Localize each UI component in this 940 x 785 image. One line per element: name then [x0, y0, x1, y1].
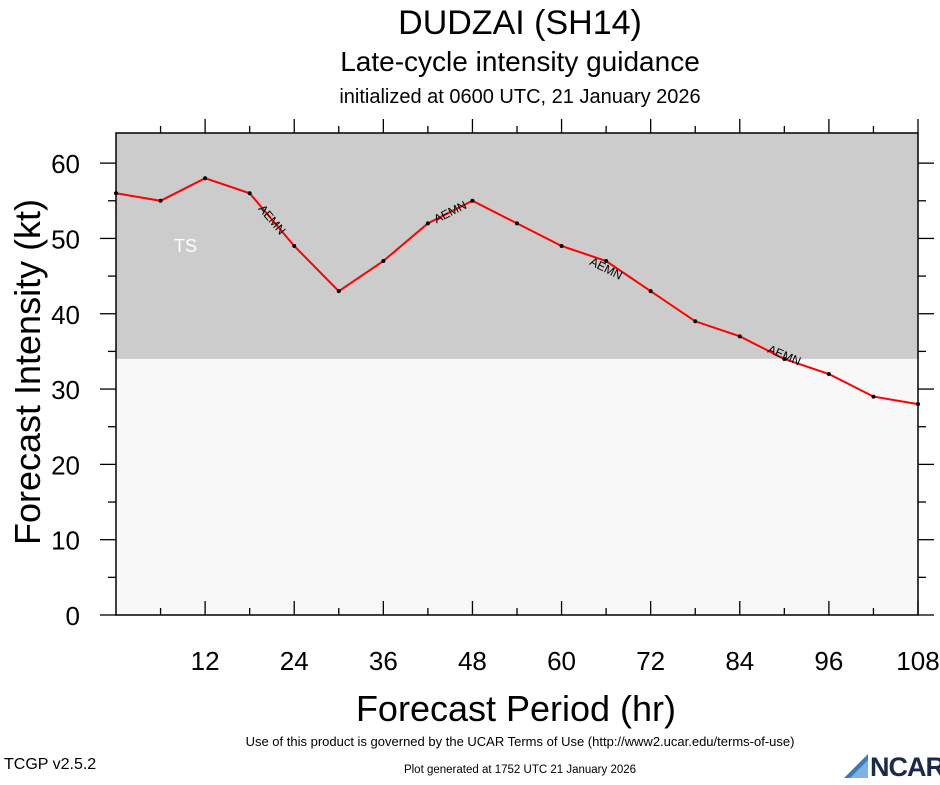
x-tick-label: 12: [191, 646, 220, 676]
terms-of-use-text: Use of this product is governed by the U…: [245, 734, 795, 749]
data-point: [826, 372, 831, 376]
data-point: [114, 191, 118, 196]
x-tick-label: 24: [280, 646, 309, 676]
y-tick-label: 0: [66, 601, 80, 631]
x-tick-label: 84: [725, 646, 754, 676]
x-tick-label: 96: [814, 646, 843, 676]
data-point: [470, 198, 475, 203]
x-tick-label: 72: [636, 646, 665, 676]
data-point: [425, 221, 430, 226]
y-axis-label: Forecast Intensity (kt): [7, 199, 48, 545]
y-tick-label: 50: [51, 224, 80, 254]
chart-title: DUDZAI (SH14): [398, 4, 642, 42]
data-point: [737, 334, 742, 339]
version-label: TCGP v2.5.2: [4, 756, 97, 773]
data-point: [648, 289, 653, 294]
y-tick-label: 10: [51, 526, 80, 556]
data-point: [336, 289, 341, 294]
x-tick-label: 108: [896, 646, 939, 676]
intensity-band: [116, 133, 918, 359]
y-tick-label: 60: [51, 149, 80, 179]
data-point: [916, 402, 920, 407]
x-tick-label: 60: [547, 646, 576, 676]
data-point: [292, 243, 297, 248]
y-tick-label: 30: [51, 375, 80, 405]
data-point: [203, 176, 208, 181]
band-label-ts: TS: [174, 236, 197, 256]
data-point: [515, 221, 519, 226]
x-tick-label: 48: [458, 646, 487, 676]
ncar-logo-text: NCAR: [870, 752, 940, 782]
data-point: [158, 198, 163, 203]
ncar-logo-icon: [844, 754, 868, 778]
data-point: [782, 356, 787, 361]
data-point: [693, 319, 698, 324]
ncar-logo: NCAR: [842, 752, 940, 782]
data-point: [871, 394, 876, 399]
chart-subtitle: Late-cycle intensity guidance: [340, 46, 700, 77]
data-point: [381, 259, 386, 264]
data-point: [604, 259, 609, 264]
data-point: [559, 243, 564, 248]
intensity-band: [116, 358, 918, 615]
generated-timestamp: Plot generated at 1752 UTC 21 January 20…: [403, 764, 637, 776]
chart-init-time: initialized at 0600 UTC, 21 January 2026: [339, 86, 701, 108]
y-tick-label: 40: [51, 300, 80, 330]
y-tick-label: 20: [51, 450, 80, 480]
x-axis-label: Forecast Period (hr): [356, 688, 676, 729]
x-tick-label: 36: [369, 646, 398, 676]
data-point: [247, 191, 252, 196]
